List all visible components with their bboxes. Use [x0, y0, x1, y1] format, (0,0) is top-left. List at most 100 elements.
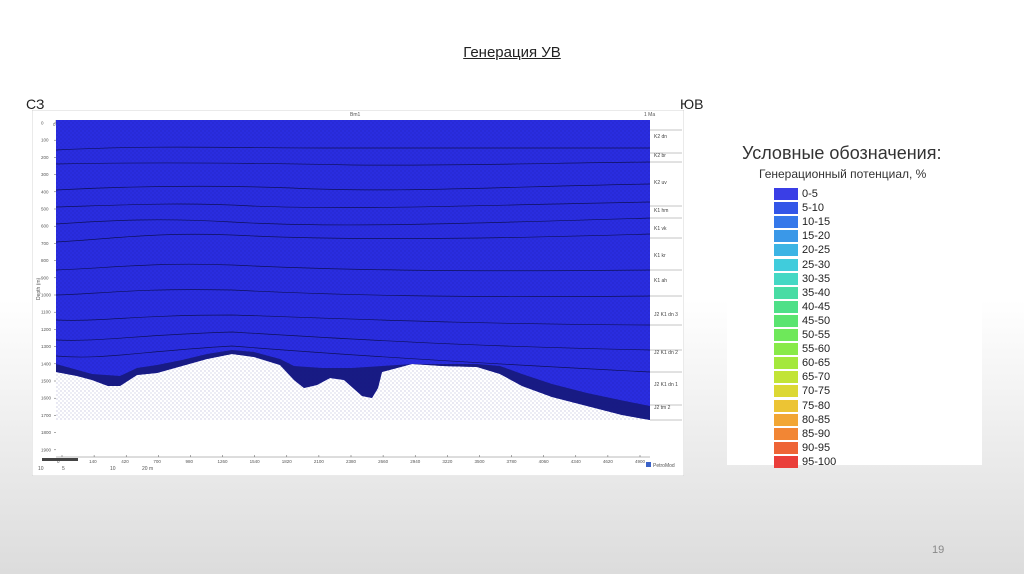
formation-label: K1 kr — [654, 253, 666, 259]
legend-swatch — [774, 357, 798, 370]
legend-swatch — [774, 427, 798, 440]
bottom-tick-label: 2940 — [410, 459, 421, 464]
formation-label: J2 tm 2 — [654, 405, 671, 411]
northwest-label: СЗ — [26, 96, 45, 112]
petromod-logo-icon — [646, 462, 651, 467]
bottom-tick-label: 3780 — [507, 459, 518, 464]
depth-tick-label: 1600 — [41, 396, 52, 401]
bottom-tick-label: 140 — [89, 459, 97, 464]
depth-tick-label: 800 — [41, 258, 49, 263]
legend-swatch — [774, 286, 798, 299]
slide-title: Генерация УВ — [463, 44, 561, 61]
bottom-tick-label: 1540 — [250, 459, 261, 464]
bottom-tick-label: 980 — [185, 459, 193, 464]
legend-label: 75-80 — [802, 399, 831, 412]
legend-label: 85-90 — [802, 427, 831, 440]
bottom-tick-label: 0 — [57, 459, 60, 464]
bottom-tick-label: 1260 — [218, 459, 229, 464]
formation-label: K2 dn — [654, 134, 667, 140]
petromod-logo: PetroMod — [653, 463, 675, 469]
depth-tick-label: 0 — [41, 121, 44, 126]
legend-swatch — [774, 343, 798, 356]
bottom-tick-label: 2660 — [378, 459, 389, 464]
legend-swatch — [774, 314, 798, 327]
scale-bar-label-1: 10 — [38, 466, 44, 472]
depth-tick-label: 200 — [41, 155, 49, 160]
legend-label: 95-100 — [802, 455, 837, 468]
scale-bar-label-2: 5 — [62, 466, 65, 472]
legend-label: 10-15 — [802, 216, 831, 229]
legend-label: 0-5 — [802, 188, 818, 200]
legend-label: 50-55 — [802, 329, 831, 341]
legend-label: 80-85 — [802, 413, 831, 426]
depth-tick-label: 700 — [41, 241, 49, 246]
formation-label: J2 K1 dn 3 — [654, 312, 678, 318]
legend-panel: Условные обозначения: Генерационный поте… — [727, 139, 982, 468]
legend-title: Условные обозначения: — [742, 143, 942, 163]
legend-label: 90-95 — [802, 441, 831, 454]
legend-swatch — [774, 272, 798, 285]
depth-tick-label: 1000 — [41, 293, 52, 298]
bottom-tick-label: 4340 — [571, 459, 582, 464]
legend-label: 60-65 — [802, 357, 831, 370]
legend-swatch — [774, 244, 798, 257]
scale-bar — [42, 458, 78, 461]
legend-swatch — [774, 371, 798, 384]
legend-swatch — [774, 455, 798, 468]
depth-tick-label: 1400 — [41, 361, 52, 366]
scale-bar-label-4: 20 m — [142, 466, 153, 472]
bottom-tick-label: 1820 — [282, 459, 293, 464]
legend-label: 70-75 — [802, 385, 831, 398]
formation-label: K1 hm — [654, 208, 668, 214]
legend-swatch — [774, 188, 798, 200]
depth-tick-label: 1200 — [41, 327, 52, 332]
formation-label: K1 vk — [654, 226, 667, 232]
bottom-tick-label: 2380 — [346, 459, 357, 464]
scale-bar-label-3: 10 — [110, 466, 116, 472]
southeast-label: ЮВ — [680, 96, 704, 112]
depth-tick-label: 500 — [41, 207, 49, 212]
legend-label: 35-40 — [802, 286, 831, 299]
legend-swatch — [774, 258, 798, 271]
bottom-tick-label: 4060 — [539, 459, 550, 464]
formation-label: J2 K1 dn 1 — [654, 382, 678, 388]
formation-label: K1 ah — [654, 278, 667, 284]
legend-swatch — [774, 202, 798, 215]
depth-tick-label: 400 — [41, 189, 49, 194]
legend-label: 45-50 — [802, 314, 831, 327]
legend-label: 30-35 — [802, 272, 831, 285]
legend-swatch — [774, 441, 798, 454]
legend-label: 65-70 — [802, 371, 831, 384]
depth-tick-label: 1500 — [41, 379, 52, 384]
formation-label: J2 K1 dn 2 — [654, 350, 678, 356]
legend-swatch — [774, 216, 798, 229]
top-axis-label: Bm1 — [350, 112, 361, 118]
legend-swatch — [774, 413, 798, 426]
depth-tick-label: 100 — [41, 138, 49, 143]
depth-tick-label: 1900 — [41, 447, 52, 452]
page-number: 19 — [932, 544, 945, 556]
depth-tick-label: 300 — [41, 172, 49, 177]
legend-label: 5-10 — [802, 202, 825, 215]
bottom-tick-label: 4620 — [603, 459, 614, 464]
bottom-tick-label: 2100 — [314, 459, 325, 464]
legend-swatch — [774, 300, 798, 313]
top-axis-unit: 1 Ma — [644, 112, 655, 118]
horizon-lines — [55, 146, 651, 373]
legend-label: 25-30 — [802, 258, 831, 271]
depth-tick-label: 900 — [41, 275, 49, 280]
bottom-tick-label: 700 — [153, 459, 161, 464]
depth-tick-label: 600 — [41, 224, 49, 229]
depth-tick-label: 1100 — [41, 310, 51, 315]
depth-tick-label: 1700 — [41, 413, 52, 418]
depth-tick-label: 1300 — [41, 344, 52, 349]
legend-subtitle: Генерационный потенциал, % — [759, 167, 927, 181]
legend-swatch — [774, 329, 798, 341]
bottom-tick-label: 3500 — [474, 459, 485, 464]
legend-label: 20-25 — [802, 244, 831, 257]
legend-swatch — [774, 230, 798, 243]
cross-section-plot: Bm1 1 Ma Depth (m) 010203040506070809010… — [32, 110, 684, 476]
legend-label: 55-60 — [802, 343, 831, 356]
formation-label: K2 uv — [654, 180, 667, 186]
top-tick-label: 0 — [53, 122, 56, 127]
